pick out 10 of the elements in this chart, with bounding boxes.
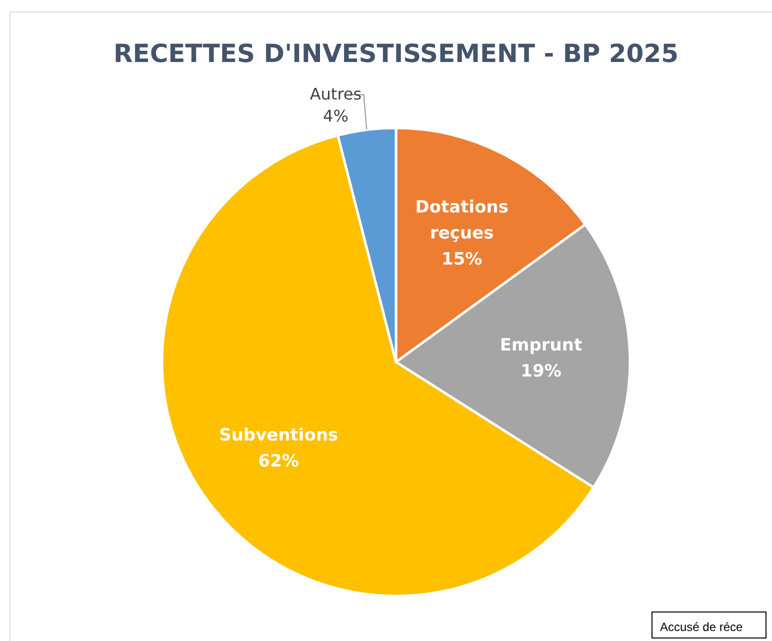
data-label: 62% bbox=[258, 451, 299, 472]
slice-label: Dotations reçues bbox=[415, 198, 508, 244]
slice-label: Emprunt bbox=[500, 335, 582, 356]
chart-title: RECETTES D'INVESTISSEMENT - BP 2025 bbox=[114, 39, 678, 68]
data-label: 19% bbox=[520, 361, 562, 382]
slice-label: Autres bbox=[310, 84, 362, 104]
data-label: 15% bbox=[442, 250, 482, 270]
slice-label: Subventions bbox=[219, 425, 338, 446]
data-label: 4% bbox=[323, 106, 348, 126]
text: Accusé de réce bbox=[660, 620, 744, 634]
